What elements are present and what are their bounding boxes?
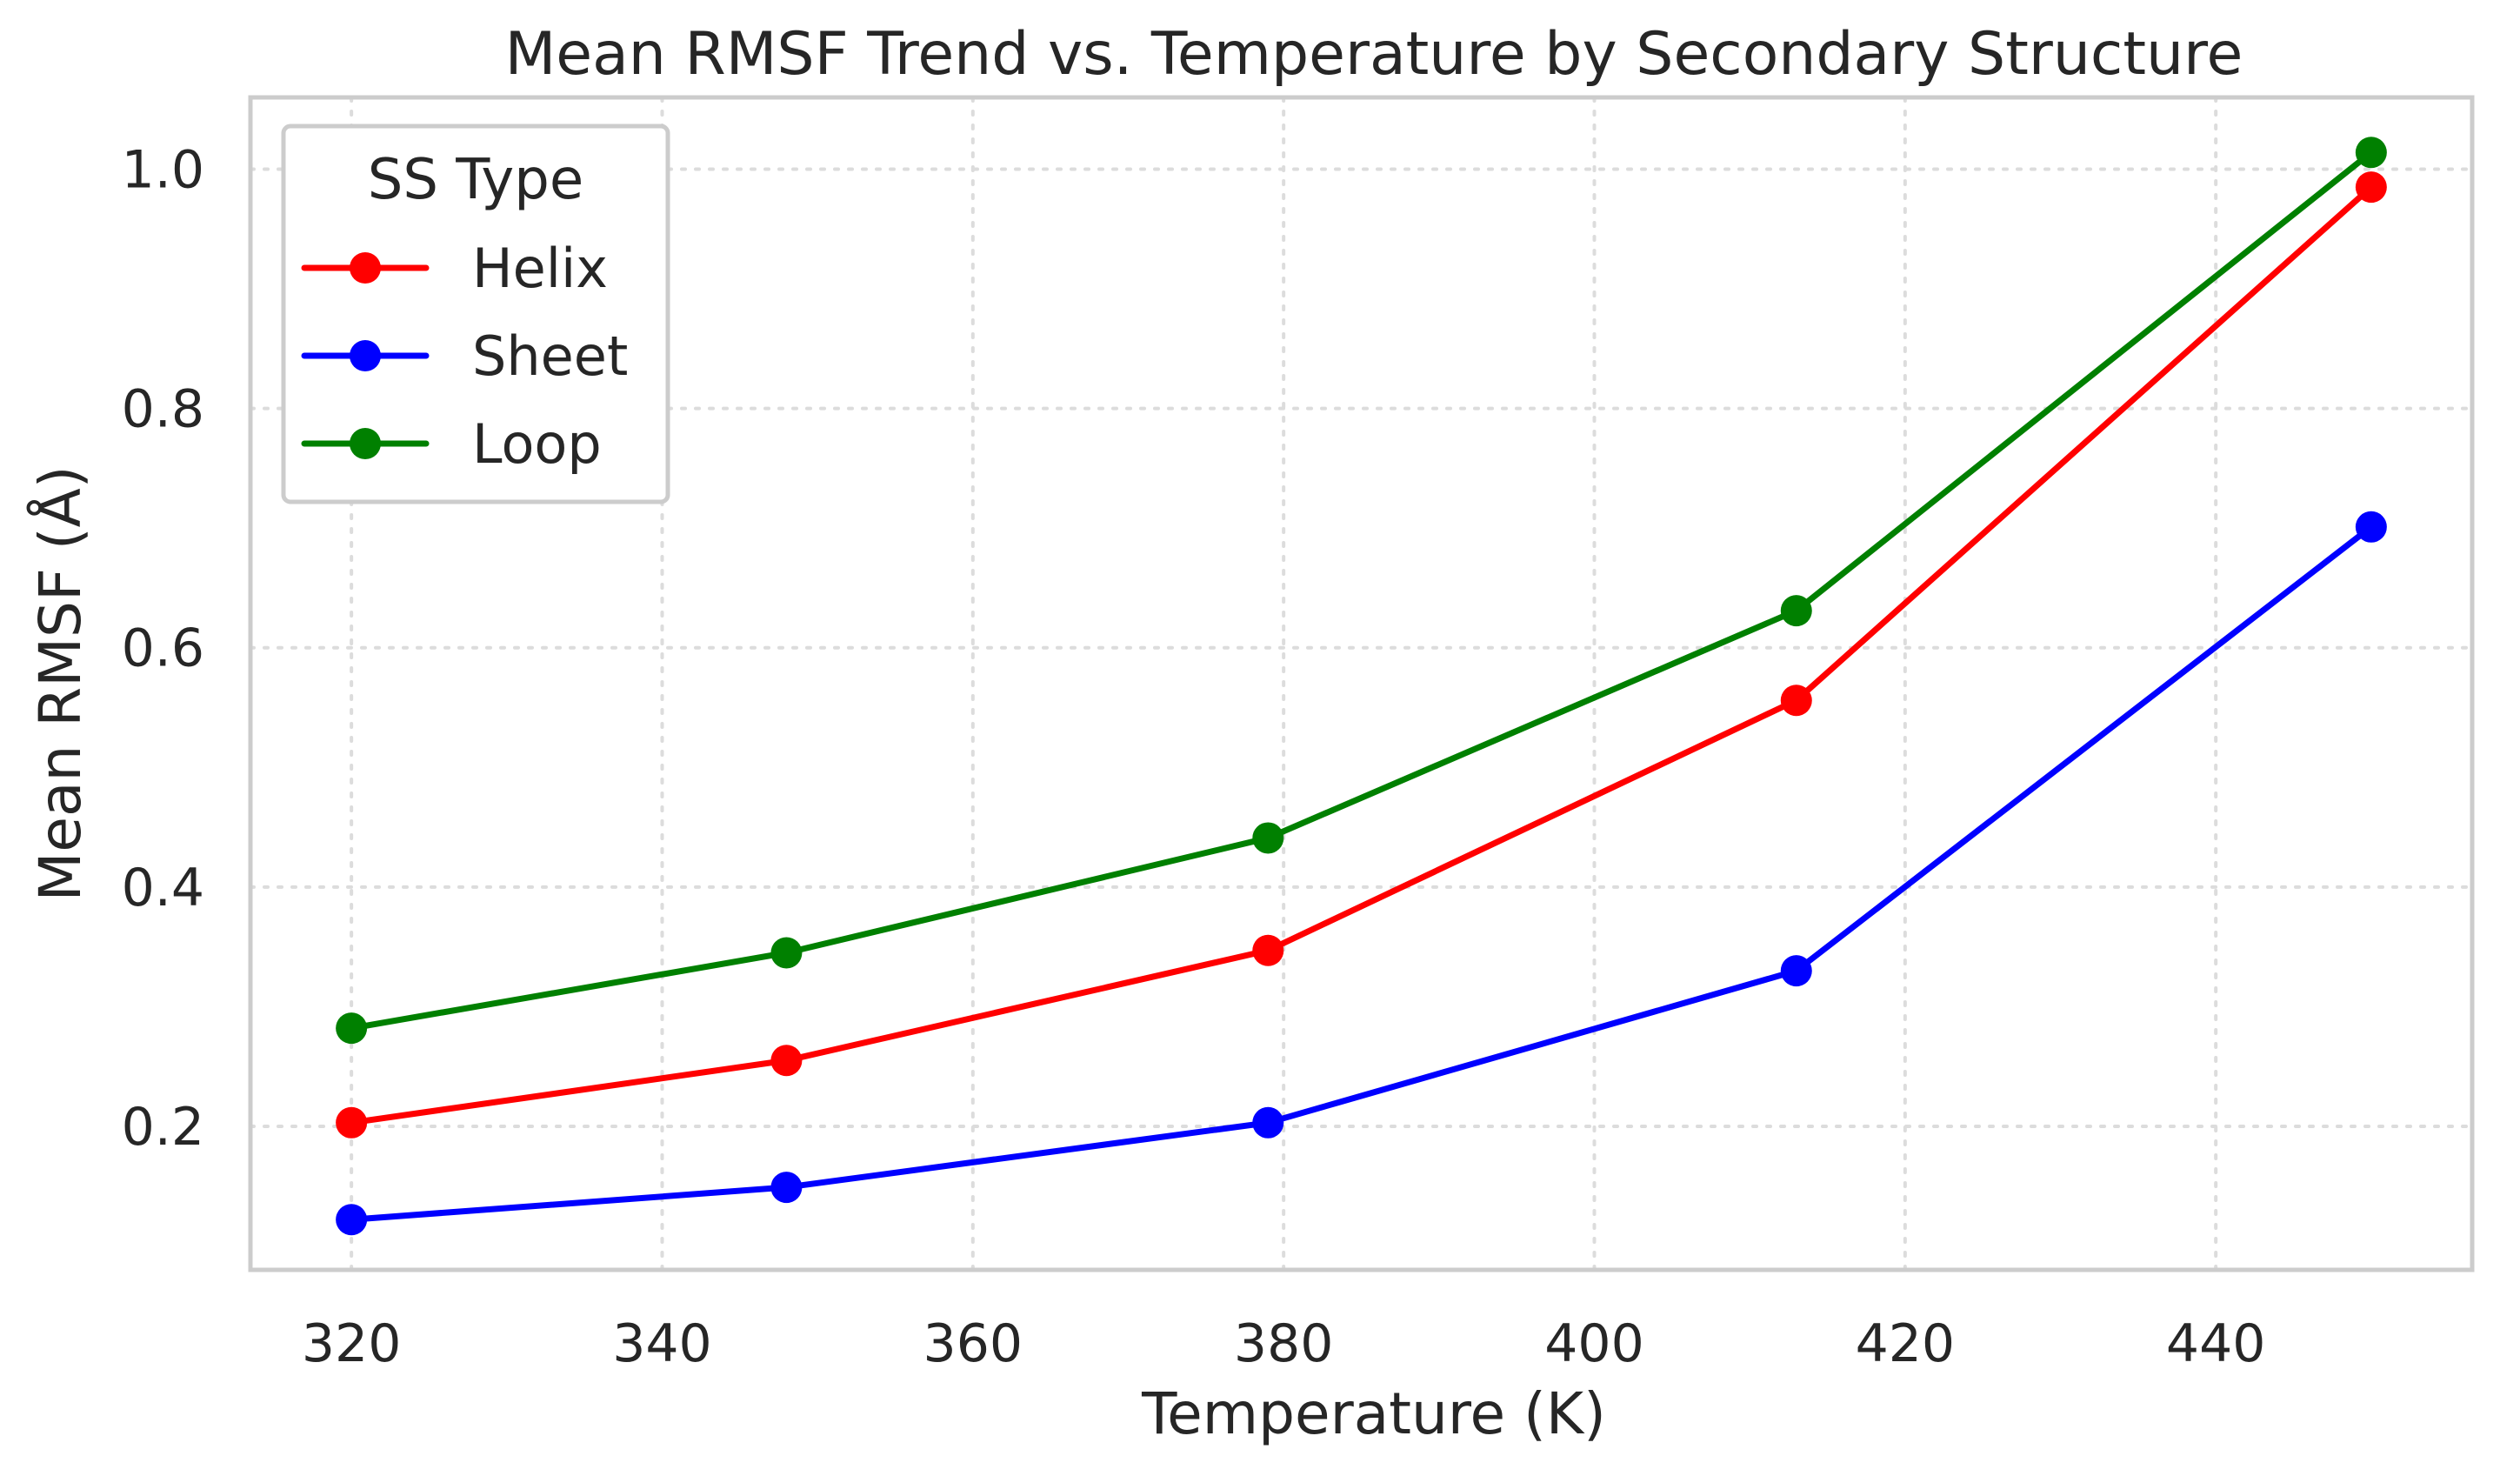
chart-title: Mean RMSF Trend vs. Temperature by Secon… bbox=[505, 20, 2243, 89]
legend-box bbox=[281, 124, 670, 504]
data-point bbox=[336, 1106, 368, 1139]
data-point bbox=[1252, 822, 1284, 854]
x-tick-label: 360 bbox=[923, 1313, 1023, 1374]
legend-entry-helix: Helix bbox=[301, 237, 608, 300]
legend-title: SS Type bbox=[368, 148, 584, 212]
data-point bbox=[1780, 595, 1812, 627]
legend-marker bbox=[350, 428, 381, 459]
legend-label: Helix bbox=[472, 237, 608, 300]
legend-label: Loop bbox=[472, 412, 602, 476]
data-point bbox=[1252, 934, 1284, 966]
y-axis-label: Mean RMSF (Å) bbox=[27, 465, 94, 901]
legend: SS Type Helix Sheet Loop bbox=[281, 124, 670, 504]
data-point bbox=[2355, 137, 2387, 169]
data-point bbox=[2355, 171, 2387, 204]
data-point bbox=[770, 1045, 803, 1077]
data-point bbox=[770, 1172, 803, 1204]
y-tick-label: 0.4 bbox=[122, 858, 204, 918]
x-tick-label: 340 bbox=[612, 1313, 712, 1374]
x-tick-label: 400 bbox=[1544, 1313, 1644, 1374]
data-point bbox=[770, 937, 803, 969]
data-point bbox=[1780, 685, 1812, 717]
legend-entry-loop: Loop bbox=[301, 412, 602, 476]
data-point bbox=[1252, 1106, 1284, 1139]
y-tick-label: 0.6 bbox=[122, 618, 204, 679]
x-tick-label: 440 bbox=[2166, 1313, 2266, 1374]
y-tick-label: 0.2 bbox=[122, 1097, 204, 1158]
x-tick-label: 320 bbox=[302, 1313, 402, 1374]
series-line bbox=[348, 524, 2375, 1223]
plot-frame bbox=[248, 95, 2475, 1272]
legend-marker bbox=[350, 340, 381, 371]
legend-entry-sheet: Sheet bbox=[301, 324, 628, 388]
tick-labels: 320 340 360 380 400 420 440 0.2 0.4 0.6 0.8 1.0 bbox=[122, 140, 2266, 1374]
series-layer bbox=[336, 137, 2387, 1236]
x-axis-label: Temperature (K) bbox=[1141, 1380, 1606, 1447]
y-tick-label: 1.0 bbox=[122, 140, 204, 201]
x-tick-label: 420 bbox=[1856, 1313, 1956, 1374]
y-tick-label: 0.8 bbox=[122, 379, 204, 440]
legend-entries: Helix Sheet Loop bbox=[301, 237, 628, 476]
series-loop bbox=[336, 137, 2387, 1045]
data-point bbox=[336, 1204, 368, 1236]
legend-marker bbox=[350, 252, 381, 284]
data-point bbox=[336, 1012, 368, 1045]
x-tick-label: 380 bbox=[1234, 1313, 1334, 1374]
legend-label: Sheet bbox=[472, 324, 628, 388]
series-helix bbox=[336, 171, 2387, 1139]
series-sheet bbox=[336, 511, 2387, 1236]
data-point bbox=[1780, 955, 1812, 987]
data-point bbox=[2355, 511, 2387, 543]
